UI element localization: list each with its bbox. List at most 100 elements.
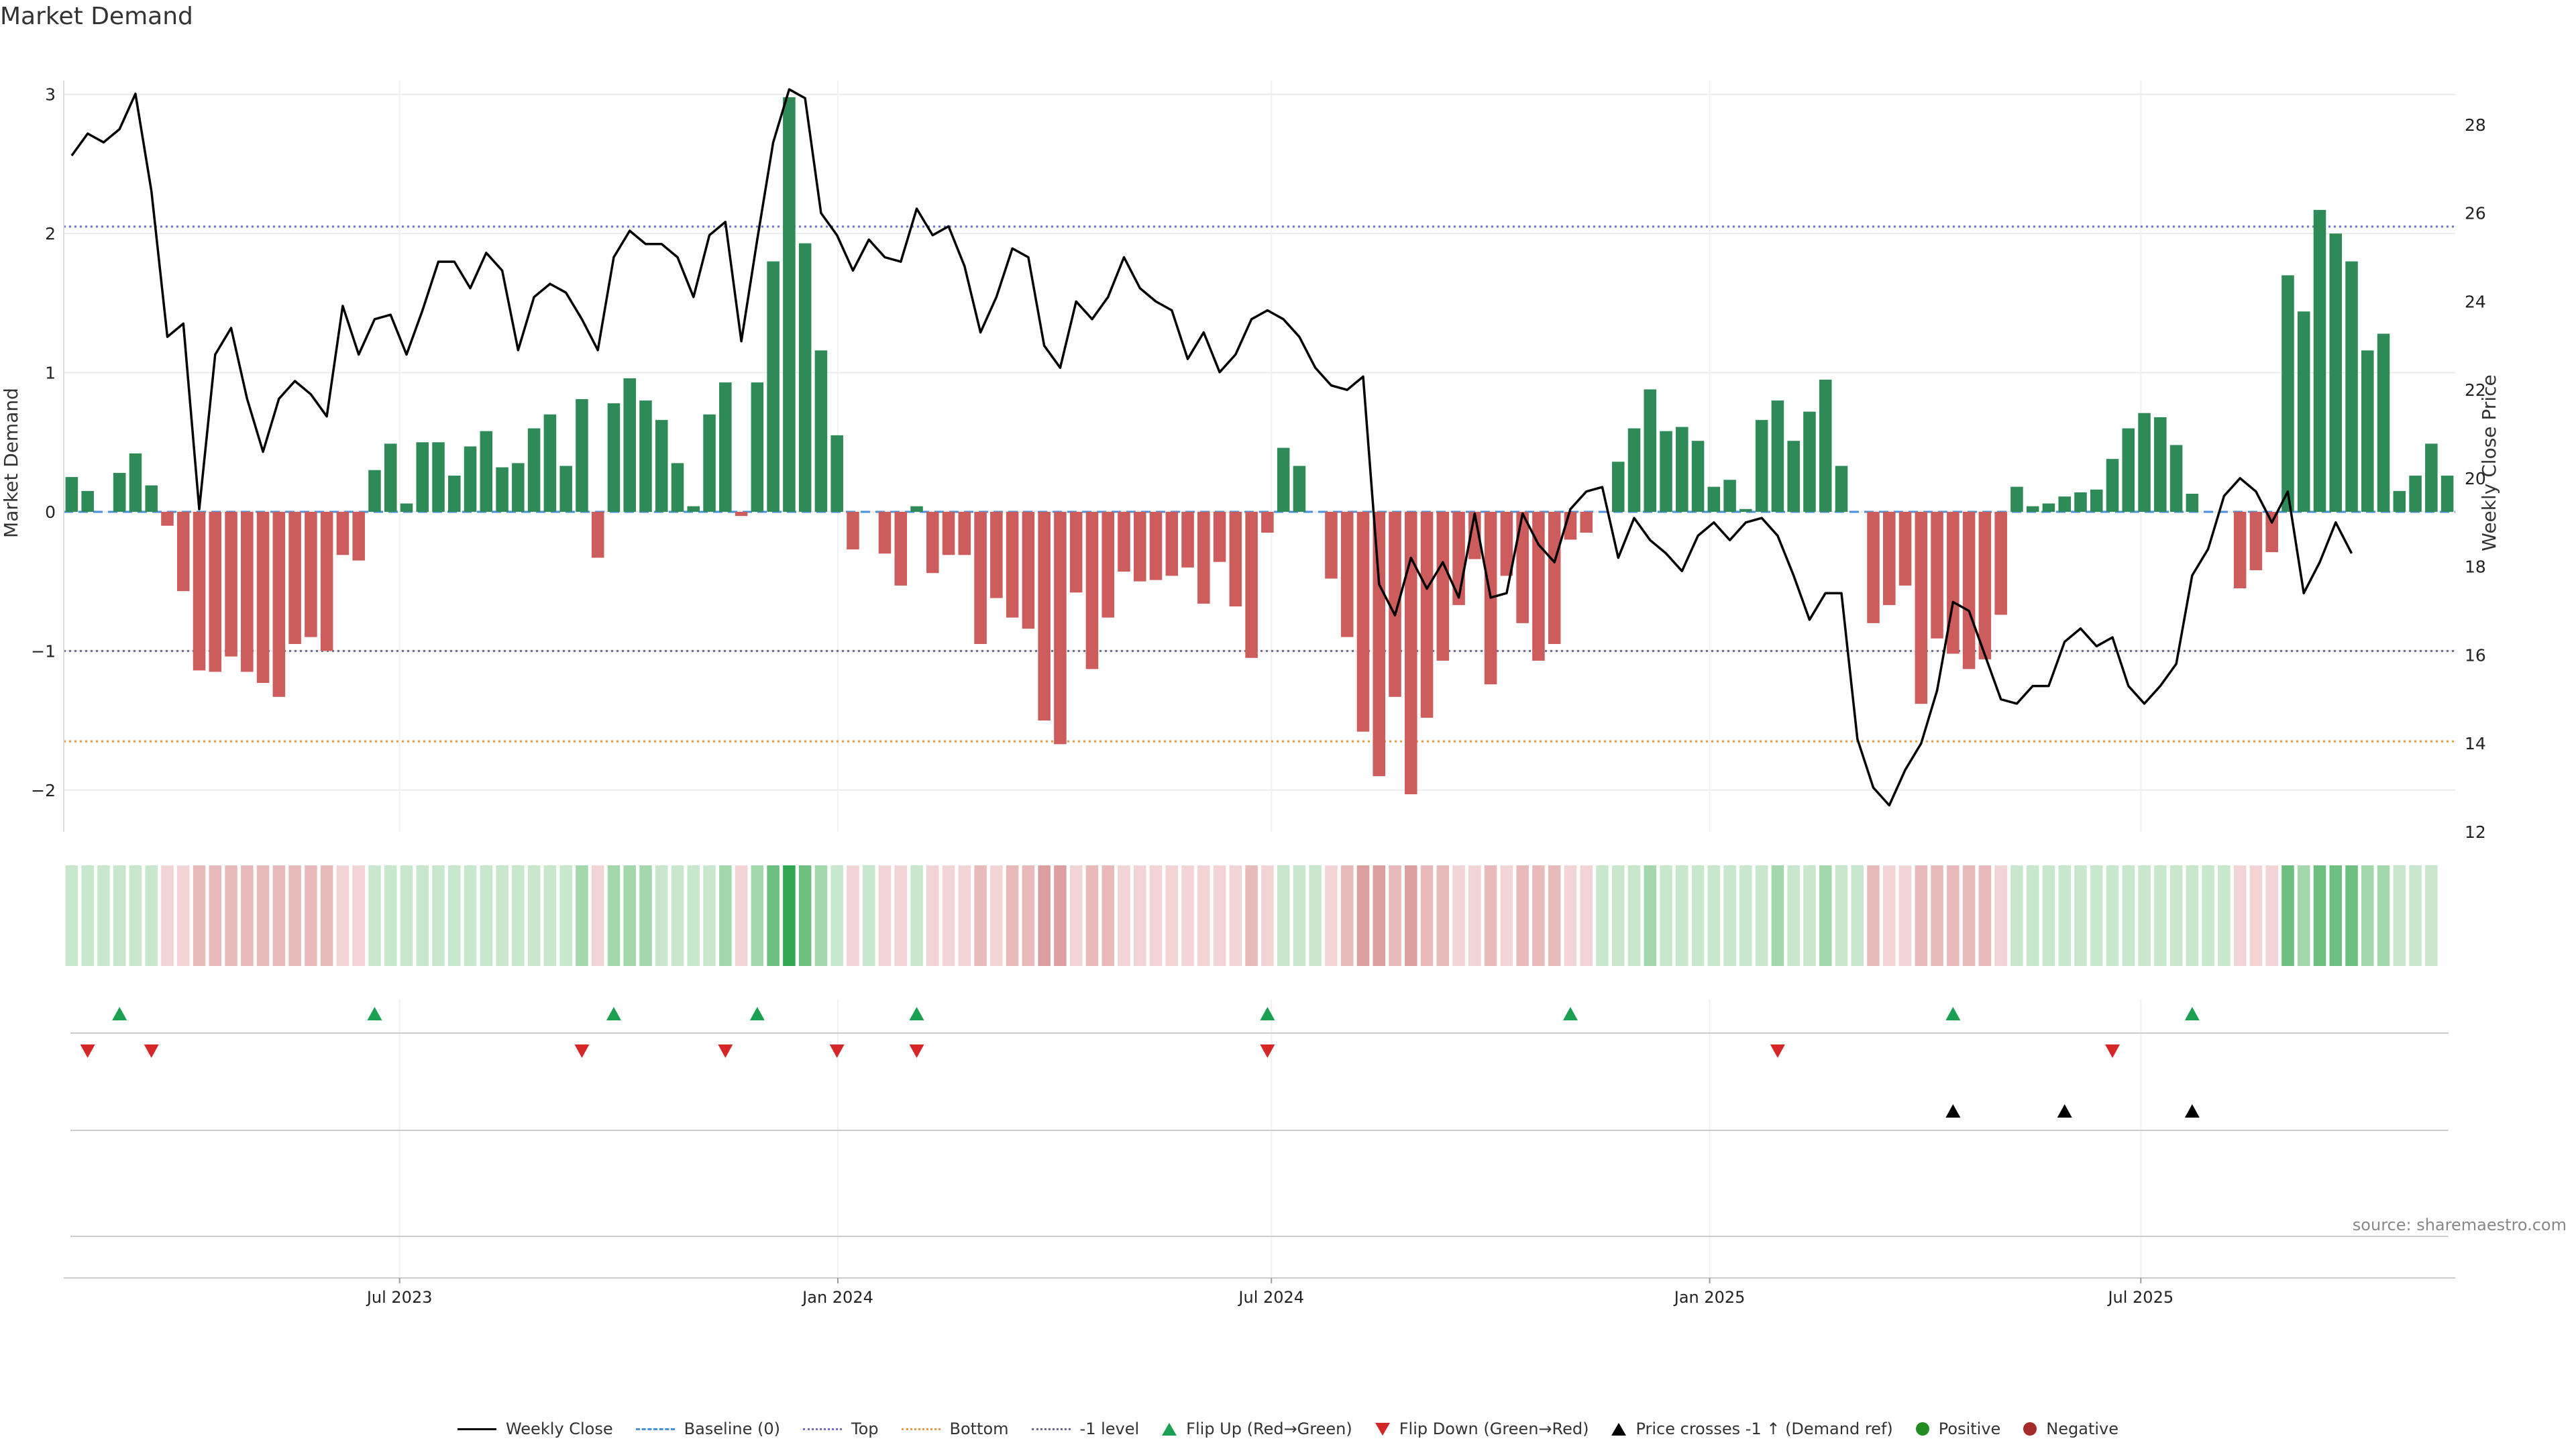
demand-bar-positive [2026,506,2039,512]
strip-cell [1771,865,1784,966]
demand-bar-negative [1102,511,1114,618]
strip-cell [830,865,843,966]
demand-bar-positive [1277,447,1290,512]
demand-bar-negative [1962,511,1976,669]
strip-cell [1293,865,1306,966]
demand-bar-negative [1069,511,1083,593]
strip-cell [448,865,461,966]
strip-cell [400,865,413,966]
triangle-up-icon [1611,1422,1627,1436]
demand-bar-positive [2169,445,2183,512]
demand-bar-negative [894,511,908,586]
demand-bar-negative [1085,511,1099,669]
demand-bar-positive [2440,476,2454,512]
demand-bar-positive [830,435,843,512]
demand-bar-negative [241,511,254,672]
demand-bar-positive [2106,459,2119,512]
demand-bar-negative [1452,511,1465,605]
x-tick-label: Jul 2023 [366,1288,433,1307]
demand-bar-negative [1325,511,1338,579]
demand-bar-positive [2122,428,2135,512]
flip-up-marker [606,1007,621,1020]
y2-tick-label: 28 [2465,115,2486,135]
strip-cell [1962,865,1976,966]
demand-bar-negative [926,511,939,574]
demand-bar-negative [1548,511,1561,644]
strip-cell [1611,865,1625,966]
demand-bar-negative [942,511,955,555]
strip-cell [241,865,254,966]
strip-cell [97,865,110,966]
demand-bar-positive [1723,480,1736,512]
strip-cell [2042,865,2055,966]
demand-bar-negative [1898,511,1912,586]
flip-down-marker [1260,1044,1275,1058]
strip-cell [2202,865,2214,966]
demand-bar-negative [1405,511,1417,794]
strip-cell [878,865,892,966]
strip-cell [1723,865,1736,966]
x-tick-label: Jan 2025 [1673,1288,1746,1307]
strip-cell [1516,865,1529,966]
demand-bar-positive [496,467,508,512]
strip-cell [1580,865,1593,966]
strip-cell [1356,865,1370,966]
demand-bar-positive [145,485,158,512]
strip-cell [1819,865,1832,966]
price-cross-marker [2184,1104,2200,1118]
strip-cell [2058,865,2071,966]
flip-down-marker [1770,1044,1785,1058]
demand-bar-positive [1787,441,1800,512]
strip-cell [559,865,572,966]
x-tick-label: Jul 2024 [1237,1288,1304,1307]
grid-lines [64,80,2455,1278]
demand-bar-negative [225,511,237,657]
demand-bar-negative [209,511,222,672]
strip-cell [1644,865,1657,966]
strip-cell [751,865,764,966]
demand-bar-negative [352,511,365,561]
strip-cell [1596,865,1609,966]
flip-up-marker [2184,1007,2200,1020]
strip-cell [2249,865,2263,966]
strip-cell [783,865,796,966]
strip-cell [1309,865,1322,966]
strip-cell [2265,865,2278,966]
strip-cell [1739,865,1752,966]
strip-cell [1915,865,1928,966]
dot-icon [1915,1422,1929,1436]
demand-bar-positive [2154,417,2167,512]
demand-bar-negative [1931,511,1943,639]
demand-bar-positive [543,414,557,512]
strip-cell [1468,865,1481,966]
legend-flip-down: Flip Down (Green→Red) [1375,1419,1589,1438]
strip-cell [368,865,381,966]
demand-bar-negative [735,511,748,517]
strip-cell [958,865,971,966]
strip-cell [1947,865,1960,966]
demand-bar-negative [1038,511,1051,721]
demand-bar-negative [1245,511,1258,658]
demand-bar-negative [878,511,892,554]
demand-bar-negative [320,511,333,651]
demand-bar-negative [1006,511,1019,618]
demand-bar-positive [368,470,381,512]
demand-bar-negative [1883,511,1896,605]
demand-bar-negative [1373,511,1386,777]
strip-cell [2377,865,2390,966]
strip-cell [687,865,700,966]
demand-bar-negative [847,511,859,549]
strip-cell [2282,865,2294,966]
legend-baseline: Baseline (0) [635,1419,780,1438]
strip-cell [193,865,206,966]
dotted-line-swatch-icon [1031,1428,1071,1430]
flip-down-marker [718,1044,733,1058]
demand-bar-positive [767,261,780,512]
demand-bar-positive [448,476,461,512]
y2-tick-label: 26 [2465,204,2486,223]
triangle-up-icon [1162,1422,1177,1436]
strip-cell [1389,865,1401,966]
demand-bar-negative [1389,511,1401,697]
y2-tick-label: 12 [2465,822,2486,842]
legend-positive: Positive [1915,1419,2000,1438]
